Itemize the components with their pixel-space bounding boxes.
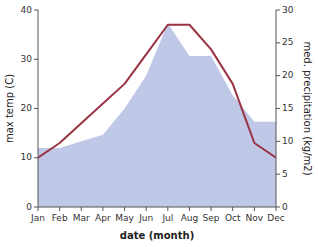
y-axis-label: max temp (C) xyxy=(4,74,15,143)
x-tick xyxy=(211,207,212,211)
x-tick xyxy=(232,207,233,211)
y2-tick-label: 10 xyxy=(282,136,294,146)
x-tick-label: Jan xyxy=(30,213,45,223)
y-tick xyxy=(34,157,38,158)
x-tick xyxy=(124,207,125,211)
x-tick-label: Nov xyxy=(246,213,264,223)
x-tick xyxy=(189,207,190,211)
temp-line xyxy=(38,25,276,158)
x-tick xyxy=(146,207,147,211)
y-tick-label: 30 xyxy=(21,54,33,64)
x-tick xyxy=(59,207,60,211)
y2-tick-label: 20 xyxy=(282,70,294,80)
y-tick-label: 20 xyxy=(21,103,33,113)
x-tick-label: Dec xyxy=(267,213,284,223)
x-tick xyxy=(102,207,103,211)
y-tick-label: 10 xyxy=(21,152,33,162)
x-tick-label: Mar xyxy=(73,213,90,223)
y2-tick xyxy=(276,75,280,76)
y2-tick xyxy=(276,207,280,208)
precip-area xyxy=(38,23,276,207)
y2-tick xyxy=(276,42,280,43)
y2-tick-label: 30 xyxy=(282,5,294,15)
x-tick xyxy=(81,207,82,211)
y2-axis-label: med. precipitation (kg/m2) xyxy=(302,41,313,175)
y2-tick-label: 0 xyxy=(282,202,288,212)
x-tick-label: Jun xyxy=(138,213,153,223)
x-tick xyxy=(254,207,255,211)
y2-tick xyxy=(276,10,280,11)
y-tick xyxy=(34,108,38,109)
y-tick xyxy=(34,207,38,208)
x-tick xyxy=(167,207,168,211)
y2-tick xyxy=(276,108,280,109)
x-tick xyxy=(38,207,39,211)
plot-area xyxy=(38,23,276,207)
y-tick xyxy=(34,10,38,11)
x-tick-label: Feb xyxy=(52,213,68,223)
x-tick-label: Jul xyxy=(161,213,173,223)
y-tick-label: 40 xyxy=(21,5,33,15)
x-tick-label: Oct xyxy=(225,213,241,223)
x-axis-label: date (month) xyxy=(120,230,194,241)
y2-tick xyxy=(276,141,280,142)
x-tick-label: Sep xyxy=(203,213,220,223)
x-tick-label: Aug xyxy=(181,213,199,223)
y2-tick-label: 5 xyxy=(282,169,288,179)
x-tick xyxy=(276,207,277,211)
chart: 0 10 20 30 40 0 5 10 15 20 25 30 Jan Feb Mar Apr May Jun J… xyxy=(0,0,318,247)
y-tick xyxy=(34,59,38,60)
y2-tick-label: 25 xyxy=(282,37,293,47)
y-tick-label: 0 xyxy=(26,202,32,212)
x-tick-label: May xyxy=(115,213,134,223)
y2-tick xyxy=(276,174,280,175)
x-tick-label: Apr xyxy=(95,213,111,223)
y2-tick-label: 15 xyxy=(282,103,293,113)
x-axis-line xyxy=(38,207,276,208)
